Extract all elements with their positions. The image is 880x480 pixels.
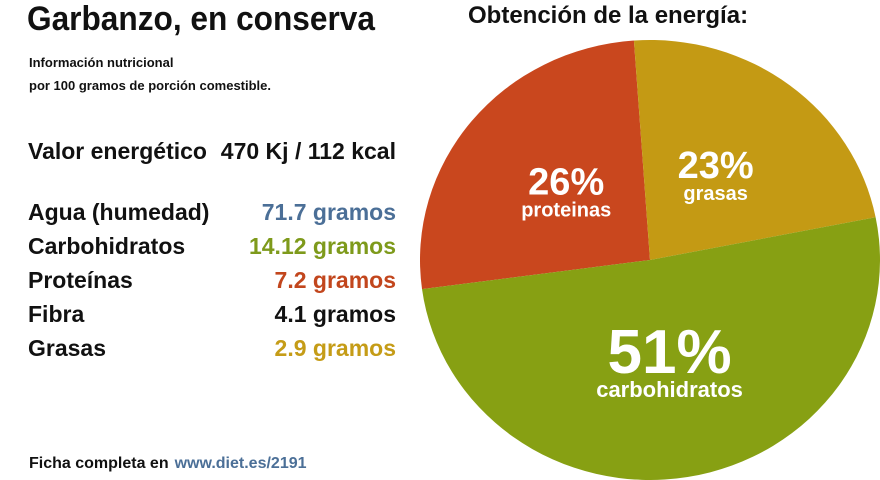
nutrient-row-carbs: Carbohidratos 14.12 gramos	[28, 231, 396, 261]
nutrient-value: 2.9 gramos	[274, 334, 396, 361]
energy-label: Valor energético	[28, 137, 207, 164]
subtitle-line-2: por 100 gramos de porción comestible.	[29, 78, 272, 93]
nutrient-value: 7.2 gramos	[274, 266, 396, 293]
nutrient-label: Carbohidratos	[28, 232, 186, 259]
nutrient-row-fiber: Fibra 4.1 gramos	[28, 299, 396, 329]
energy-row: Valor energético 470 Kj / 112 kcal	[28, 136, 396, 166]
slice-fat	[633, 40, 876, 260]
subtitle-line-1: Información nutricional	[29, 55, 174, 70]
nutrient-label: Fibra	[28, 300, 85, 327]
slice-carbs	[422, 217, 880, 480]
energy-pie-chart: 26%proteinas 23%grasas 51%carbohidratos	[420, 40, 880, 480]
pie-chart-title: Obtención de la energía:	[468, 2, 749, 29]
energy-value: 470 Kj / 112 kcal	[220, 137, 396, 164]
footer-link[interactable]: www.diet.es/2191	[174, 455, 307, 472]
nutrient-value: 71.7 gramos	[261, 198, 396, 225]
slice-name-label: carbohidratos	[596, 377, 743, 402]
nutrient-label: Agua (humedad)	[28, 198, 210, 225]
page-title: Garbanzo, en conserva	[27, 0, 375, 38]
nutrient-label: Grasas	[28, 334, 107, 361]
nutrient-value: 4.1 gramos	[274, 300, 396, 327]
nutrient-row-protein: Proteínas 7.2 gramos	[28, 265, 396, 295]
footer-text: Ficha completa en	[29, 455, 169, 472]
slice-percent-label: 26%	[528, 162, 604, 204]
footer: Ficha completa en www.diet.es/2191	[29, 455, 307, 473]
slice-name-label: proteinas	[521, 200, 611, 222]
slice-percent-label: 51%	[608, 318, 732, 387]
nutrient-row-fat: Grasas 2.9 gramos	[28, 333, 396, 363]
slice-proteins	[420, 40, 650, 290]
nutrient-row-water: Agua (humedad) 71.7 gramos	[28, 197, 396, 227]
slice-name-label: grasas	[683, 183, 748, 205]
nutrient-value: 14.12 gramos	[248, 232, 396, 259]
nutrient-label: Proteínas	[28, 266, 133, 293]
slice-percent-label: 23%	[678, 145, 754, 187]
